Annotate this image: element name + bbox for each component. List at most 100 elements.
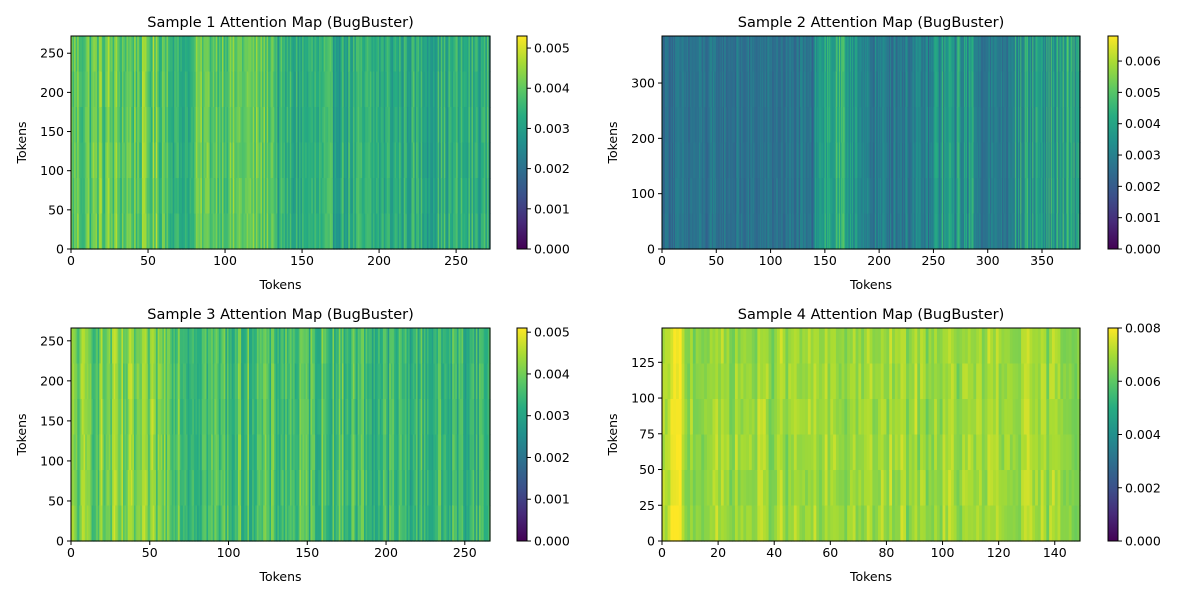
- heatmap-cell: [1058, 178, 1060, 215]
- heatmap-cell: [756, 71, 759, 108]
- heatmap-cell: [255, 470, 258, 507]
- heatmap-cell: [99, 363, 102, 400]
- heatmap-cell: [868, 178, 870, 215]
- heatmap-cell: [939, 213, 942, 250]
- heatmap-cell: [397, 107, 400, 144]
- heatmap-cell: [299, 399, 302, 436]
- heatmap-cell: [874, 36, 877, 73]
- heatmap-cell: [84, 36, 87, 73]
- heatmap-cell: [738, 142, 740, 179]
- heatmap-cell: [740, 178, 742, 215]
- heatmap-cell: [138, 470, 141, 507]
- heatmap-cell: [323, 213, 326, 250]
- heatmap-cell: [779, 142, 781, 179]
- heatmap-cell: [176, 505, 179, 542]
- heatmap-cell: [297, 213, 300, 250]
- heatmap-cell: [255, 363, 258, 400]
- heatmap-cell: [394, 36, 397, 73]
- heatmap-cell: [821, 107, 824, 144]
- heatmap-cell: [268, 178, 271, 215]
- heatmap-cell: [177, 178, 180, 215]
- heatmap-cell: [911, 36, 914, 73]
- heatmap-cell: [163, 142, 166, 179]
- heatmap-cell: [416, 71, 419, 108]
- heatmap-cell: [134, 142, 137, 179]
- heatmap-cell: [126, 71, 129, 108]
- heatmap-cell: [88, 363, 91, 400]
- heatmap-cell: [307, 363, 310, 400]
- heatmap-cell: [1058, 142, 1060, 179]
- heatmap-cell: [232, 71, 235, 108]
- heatmap-cell: [1047, 178, 1050, 215]
- heatmap-cell: [880, 213, 882, 250]
- heatmap-cell: [241, 470, 244, 507]
- heatmap-cell: [238, 142, 242, 179]
- heatmap-cell: [1053, 36, 1056, 73]
- heatmap-cell: [974, 178, 977, 215]
- heatmap-cell: [887, 107, 890, 144]
- heatmap-cell: [233, 363, 236, 400]
- heatmap-cell: [309, 71, 312, 108]
- heatmap-cell: [929, 142, 931, 179]
- heatmap-cell: [952, 178, 955, 215]
- heatmap-cell: [846, 178, 849, 215]
- heatmap-cell: [935, 36, 938, 73]
- heatmap-cell: [168, 178, 171, 215]
- heatmap-cell: [231, 505, 234, 542]
- heatmap-cell: [272, 470, 275, 507]
- heatmap-cell: [936, 178, 939, 215]
- heatmap-cell: [123, 36, 126, 73]
- heatmap-cell: [308, 363, 312, 400]
- heatmap-cell: [137, 363, 140, 400]
- heatmap-cell: [728, 142, 730, 179]
- heatmap-cell: [857, 107, 860, 144]
- heatmap-cell: [198, 434, 201, 471]
- heatmap-cell: [1062, 71, 1065, 108]
- heatmap-cell: [950, 107, 953, 144]
- heatmap-cell: [779, 178, 781, 215]
- heatmap-cell: [362, 178, 365, 215]
- heatmap-cell: [258, 71, 262, 108]
- heatmap-cell: [846, 213, 849, 250]
- heatmap-cell: [212, 434, 215, 471]
- heatmap-cell: [989, 142, 992, 179]
- heatmap-cell: [1042, 107, 1044, 144]
- heatmap-cell: [445, 142, 448, 179]
- heatmap-cell: [812, 107, 815, 144]
- heatmap-cell: [937, 213, 940, 250]
- heatmap-cell: [132, 505, 135, 542]
- heatmap-cell: [1015, 213, 1018, 250]
- heatmap-cell: [446, 71, 450, 108]
- heatmap-cell: [263, 363, 266, 400]
- heatmap-cell: [101, 36, 104, 73]
- heatmap-cell: [214, 178, 217, 215]
- heatmap-cell: [168, 36, 171, 73]
- heatmap-cell: [235, 142, 238, 179]
- heatmap-cell: [173, 470, 176, 507]
- heatmap-cell: [855, 71, 857, 108]
- heatmap-cell: [89, 36, 92, 73]
- heatmap-cell: [251, 213, 254, 250]
- heatmap-cell: [961, 36, 964, 73]
- heatmap-cell: [1063, 36, 1066, 73]
- heatmap-cell: [149, 178, 152, 215]
- heatmap-cell: [78, 363, 82, 400]
- heatmap-cell: [362, 71, 365, 108]
- heatmap-cell: [211, 505, 214, 542]
- heatmap-cell: [1031, 107, 1033, 144]
- heatmap-cell: [159, 328, 162, 365]
- heatmap-cell: [246, 213, 249, 250]
- heatmap-cell: [298, 142, 302, 179]
- heatmap-cell: [800, 36, 803, 73]
- heatmap-cell: [786, 36, 789, 73]
- heatmap-cell: [228, 399, 231, 436]
- heatmap-cell: [894, 36, 897, 73]
- heatmap-cell: [694, 36, 697, 73]
- heatmap-cell: [198, 213, 201, 250]
- heatmap-cell: [80, 363, 83, 400]
- heatmap-cell: [739, 71, 741, 108]
- heatmap-cell: [126, 142, 129, 179]
- heatmap-cell: [818, 36, 821, 73]
- heatmap-cell: [719, 107, 722, 144]
- heatmap-cell: [1061, 107, 1064, 144]
